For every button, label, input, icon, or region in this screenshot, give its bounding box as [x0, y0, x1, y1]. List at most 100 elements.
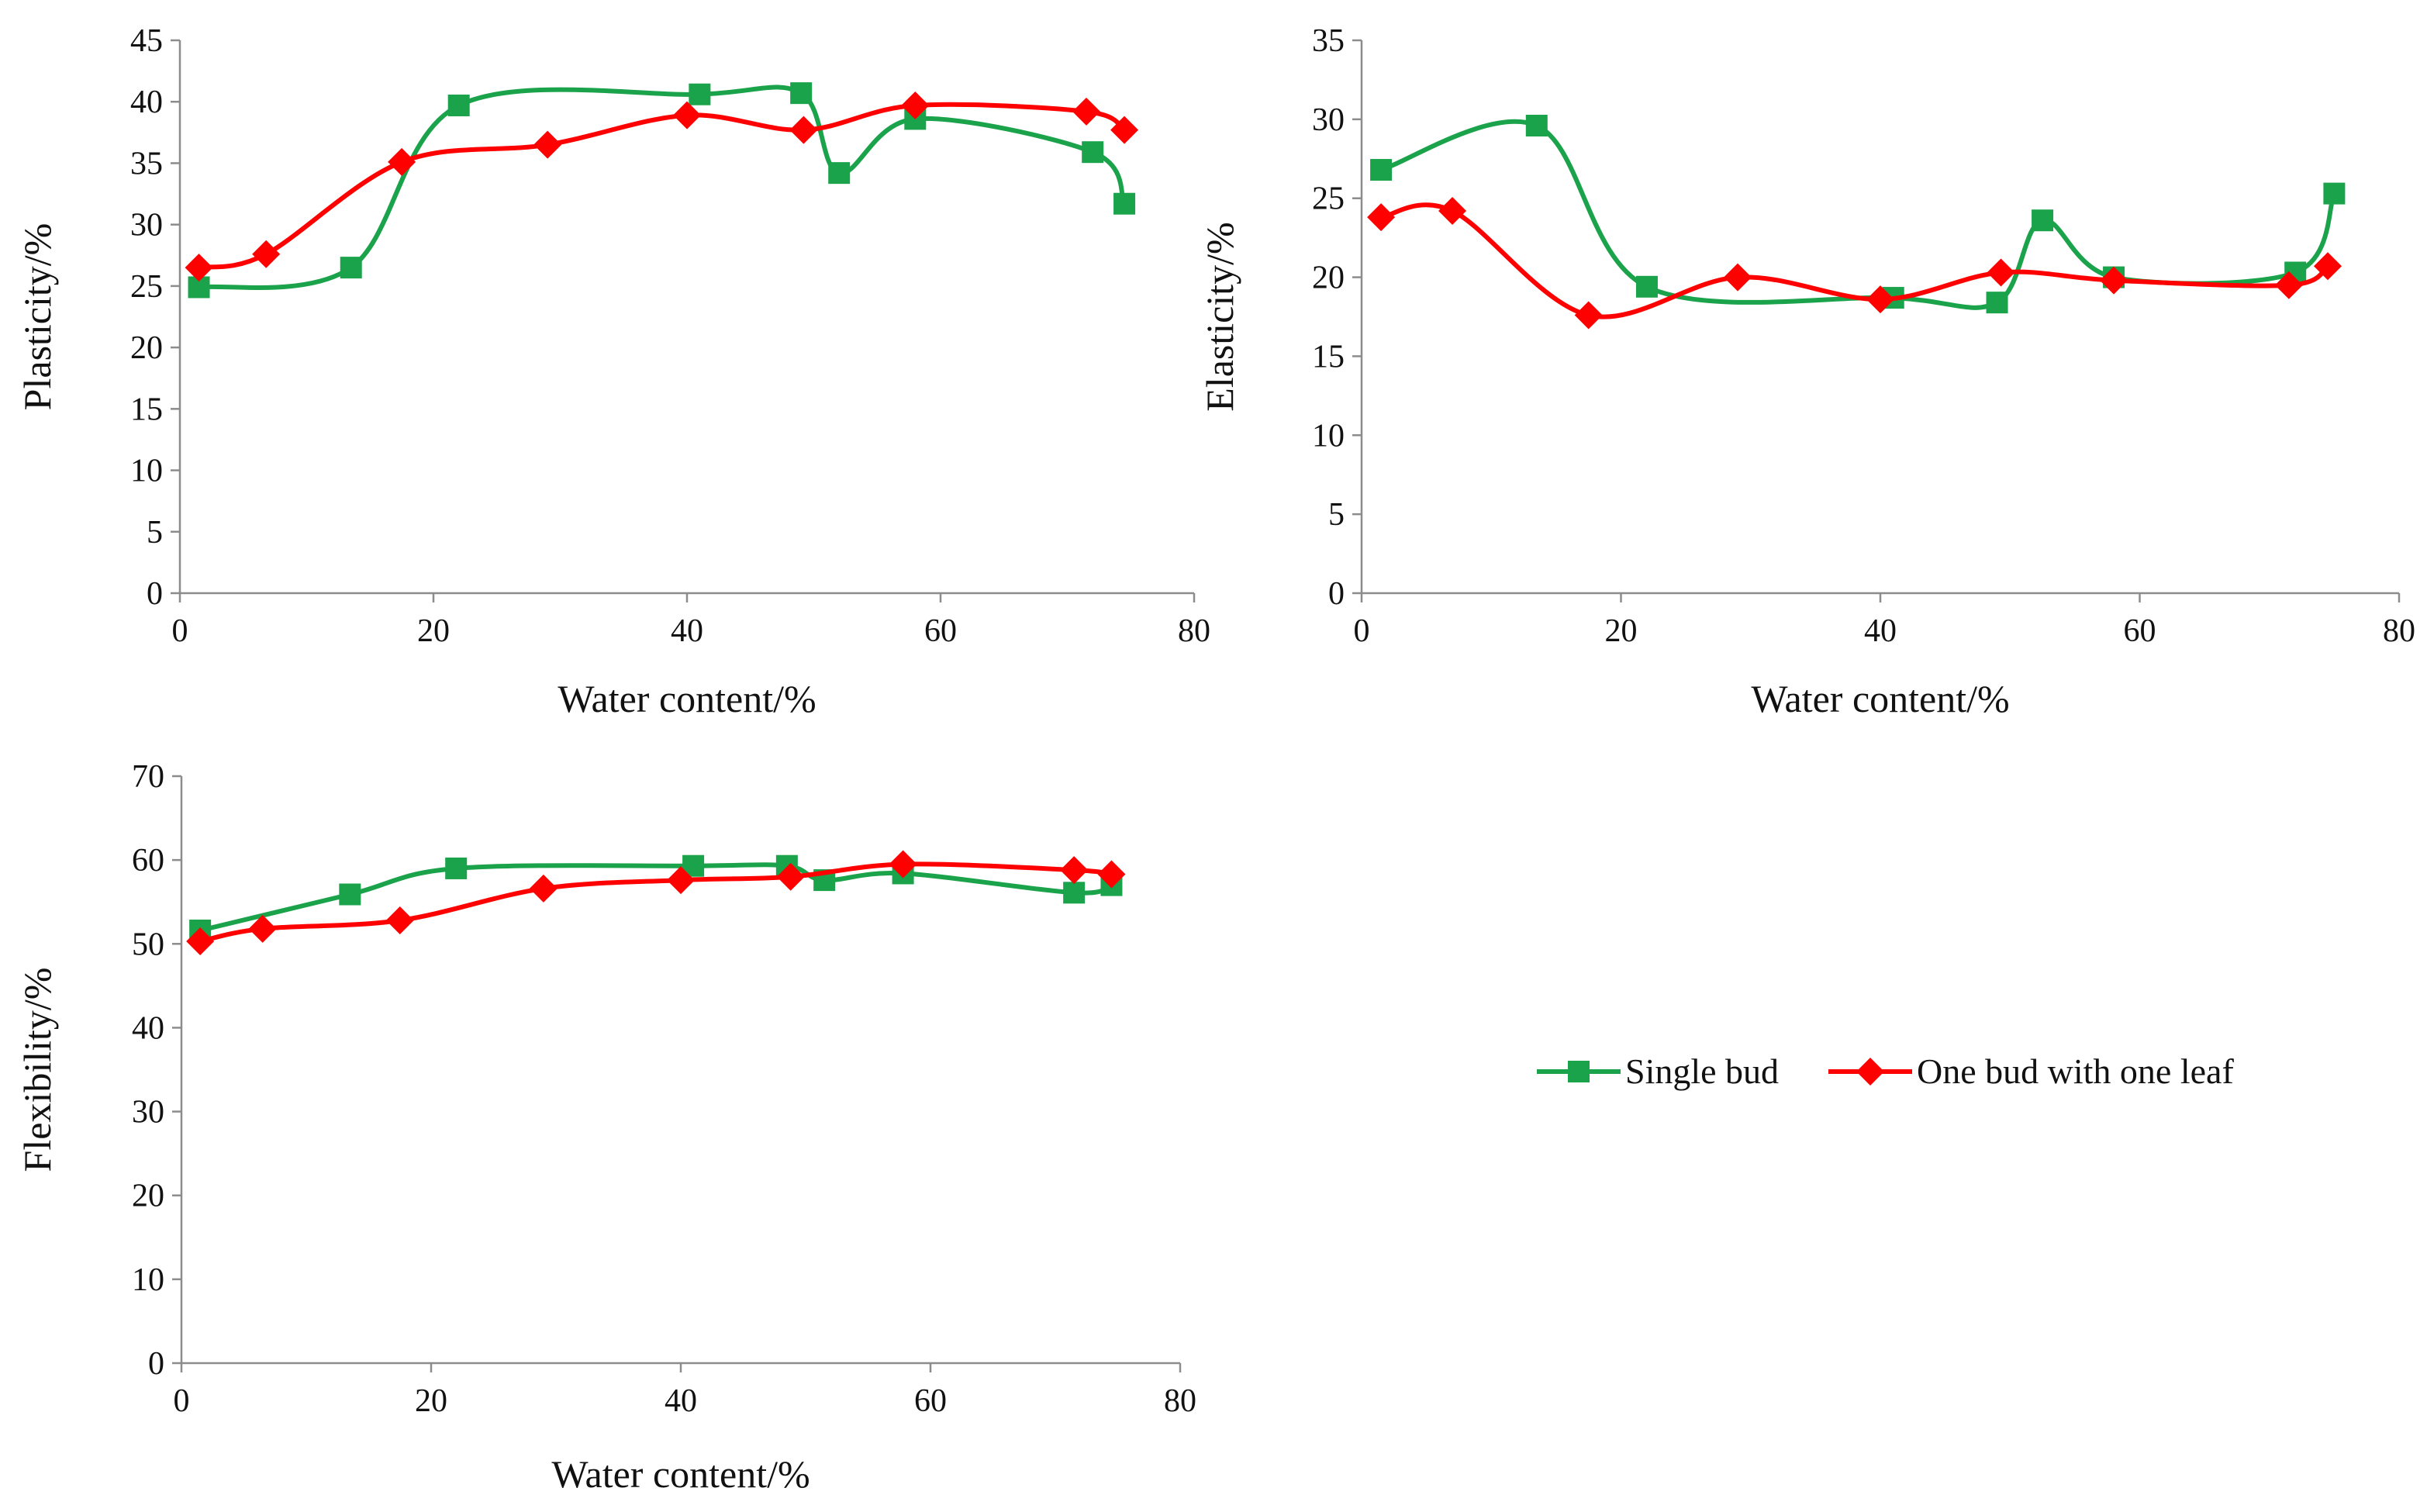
y-tick-label: 20	[132, 1179, 164, 1214]
x-axis-title: Water content/%	[558, 677, 816, 720]
legend-entry: Single bud	[1537, 1051, 1779, 1091]
x-tick-label: 80	[1164, 1383, 1196, 1419]
x-tick-label: 40	[671, 613, 703, 649]
data-point	[339, 883, 361, 906]
data-point	[1072, 97, 1101, 126]
x-tick-label: 0	[174, 1383, 190, 1419]
data-point	[889, 850, 917, 879]
data-point	[776, 862, 805, 891]
series-one-bud-with-one-leaf	[186, 850, 1126, 956]
series-one-bud-with-one-leaf	[185, 91, 1139, 282]
y-axis-title: Plasticity/%	[16, 223, 59, 411]
y-tick-label: 20	[1312, 261, 1345, 296]
data-point	[388, 147, 416, 176]
y-axis-title: Elasticity/%	[1198, 222, 1241, 411]
series-line	[196, 102, 1127, 271]
data-point	[1635, 275, 1658, 298]
y-tick-label: 35	[130, 146, 163, 181]
y-tick-label: 5	[1328, 497, 1345, 533]
x-tick-label: 0	[1354, 613, 1370, 649]
data-point	[2100, 266, 2128, 295]
data-point	[789, 116, 818, 144]
data-point	[1724, 263, 1752, 292]
legend-marker	[1856, 1058, 1884, 1086]
data-point	[252, 240, 281, 268]
y-tick-label: 25	[1312, 181, 1345, 217]
series-line	[1379, 119, 2337, 310]
x-tick-label: 20	[417, 613, 450, 649]
data-point	[1097, 860, 1126, 889]
y-tick-label: 5	[147, 515, 163, 551]
series-single-bud	[188, 82, 1136, 299]
x-tick-label: 40	[1864, 613, 1897, 649]
data-point	[1987, 258, 2015, 287]
data-point	[447, 94, 470, 116]
data-point	[1082, 141, 1104, 164]
legend: Single bud One bud with one leaf	[1537, 1051, 2234, 1091]
legend-marker	[1568, 1061, 1590, 1082]
legend-label: One bud with one leaf	[1917, 1051, 2234, 1091]
x-tick-label: 60	[924, 613, 957, 649]
y-tick-label: 50	[132, 927, 164, 962]
data-point	[248, 914, 277, 943]
data-point	[901, 91, 930, 119]
plasticity-panel: 0 5 10 15 20 25 30 35 40 45 0 20 40 60 80 Water content…	[16, 23, 1210, 720]
data-point	[667, 866, 695, 895]
data-point	[2323, 182, 2346, 205]
data-point	[1525, 115, 1548, 137]
x-axis-title: Water content/%	[551, 1452, 810, 1496]
series-line	[196, 85, 1127, 290]
y-tick-label: 10	[132, 1262, 164, 1298]
y-tick-label: 40	[130, 85, 163, 120]
data-point	[828, 162, 851, 185]
y-tick-label: 10	[130, 454, 163, 489]
data-point	[1063, 882, 1086, 904]
series-line	[198, 862, 1114, 933]
x-tick-label: 20	[1605, 613, 1638, 649]
legend-label: Single bud	[1625, 1051, 1779, 1091]
data-point	[2032, 209, 2054, 232]
data-point	[1986, 292, 2008, 314]
data-point	[1438, 197, 1467, 226]
data-point	[1866, 285, 1894, 314]
y-axis-title: Flexibility/%	[16, 968, 59, 1172]
y-tick-label: 35	[1312, 23, 1345, 59]
data-point	[2314, 252, 2342, 281]
y-tick-label: 30	[1312, 102, 1345, 138]
data-point	[1110, 116, 1139, 144]
y-tick-label: 45	[130, 23, 163, 59]
x-tick-label: 40	[665, 1383, 697, 1419]
data-point	[340, 257, 362, 279]
y-tick-label: 15	[130, 392, 163, 427]
x-tick-label: 80	[1178, 613, 1210, 649]
y-tick-label: 25	[130, 269, 163, 305]
data-point	[529, 874, 558, 903]
legend-entry: One bud with one leaf	[1828, 1051, 2234, 1091]
data-point	[1370, 159, 1393, 181]
y-tick-label: 60	[132, 843, 164, 879]
y-tick-label: 15	[1312, 339, 1345, 375]
data-point	[185, 254, 213, 282]
y-tick-label: 20	[130, 330, 163, 366]
data-point	[1367, 203, 1396, 232]
y-tick-label: 40	[132, 1010, 164, 1046]
data-point	[1113, 192, 1136, 215]
y-tick-label: 10	[1312, 418, 1345, 454]
y-tick-label: 70	[132, 759, 164, 795]
y-tick-label: 0	[1328, 576, 1345, 612]
y-tick-label: 30	[130, 208, 163, 243]
elasticity-panel: 0 5 10 15 20 25 30 35 0 20 40 60 80 Water content/% El…	[1198, 23, 2415, 720]
x-tick-label: 20	[415, 1383, 447, 1419]
x-axis-title: Water content/%	[1751, 677, 2009, 720]
data-point	[1060, 856, 1089, 885]
data-point	[445, 857, 468, 879]
x-tick-label: 60	[914, 1383, 947, 1419]
data-point	[385, 906, 414, 935]
data-point	[790, 82, 813, 105]
y-tick-label: 0	[147, 576, 163, 612]
series-line	[1379, 202, 2330, 319]
x-tick-label: 0	[172, 613, 188, 649]
data-point	[186, 927, 215, 956]
data-point	[689, 83, 711, 105]
